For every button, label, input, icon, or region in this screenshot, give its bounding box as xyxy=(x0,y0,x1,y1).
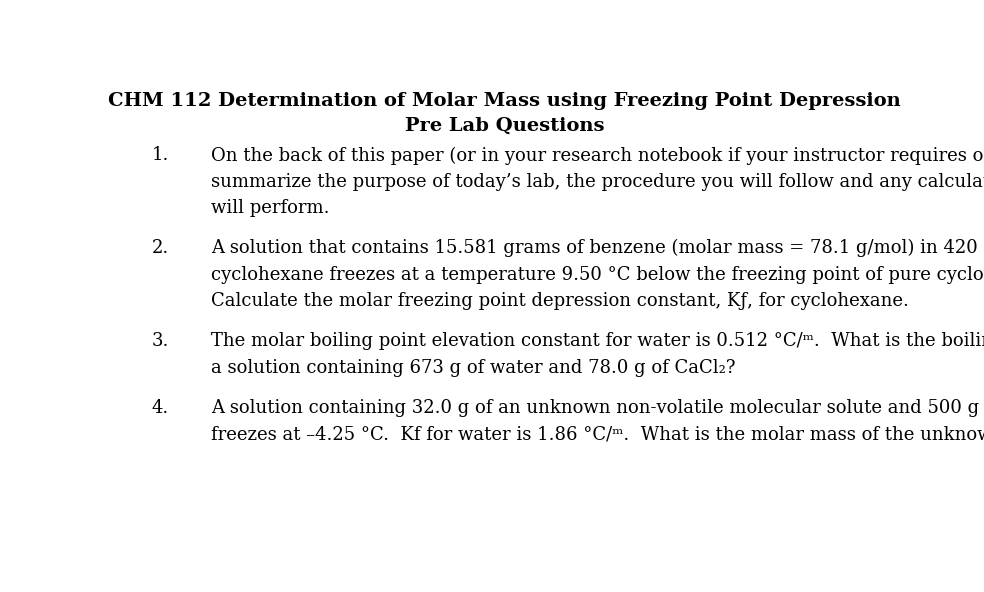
Text: A solution containing 32.0 g of an unknown non-volatile molecular solute and 500: A solution containing 32.0 g of an unkno… xyxy=(211,399,984,417)
Text: 2.: 2. xyxy=(152,239,169,258)
Text: will perform.: will perform. xyxy=(211,199,330,217)
Text: Calculate the molar freezing point depression constant, Kƒ, for cyclohexane.: Calculate the molar freezing point depre… xyxy=(211,292,908,310)
Text: Pre Lab Questions: Pre Lab Questions xyxy=(404,117,604,134)
Text: A solution that contains 15.581 grams of benzene (molar mass = 78.1 g/mol) in 42: A solution that contains 15.581 grams of… xyxy=(211,239,984,258)
Text: CHM 112 Determination of Molar Mass using Freezing Point Depression: CHM 112 Determination of Molar Mass usin… xyxy=(108,92,900,110)
Text: 1.: 1. xyxy=(152,146,169,164)
Text: On the back of this paper (or in your research notebook if your instructor requi: On the back of this paper (or in your re… xyxy=(211,146,984,165)
Text: cyclohexane freezes at a temperature 9.50 °C below the freezing point of pure cy: cyclohexane freezes at a temperature 9.5… xyxy=(211,266,984,284)
Text: 4.: 4. xyxy=(152,399,169,417)
Text: The molar boiling point elevation constant for water is 0.512 °C/ᵐ.  What is the: The molar boiling point elevation consta… xyxy=(211,332,984,350)
Text: 3.: 3. xyxy=(152,332,169,350)
Text: a solution containing 673 g of water and 78.0 g of CaCl₂?: a solution containing 673 g of water and… xyxy=(211,359,735,377)
Text: freezes at –4.25 °C.  Kf for water is 1.86 °C/ᵐ.  What is the molar mass of the : freezes at –4.25 °C. Kf for water is 1.8… xyxy=(211,425,984,443)
Text: summarize the purpose of today’s lab, the procedure you will follow and any calc: summarize the purpose of today’s lab, th… xyxy=(211,173,984,191)
